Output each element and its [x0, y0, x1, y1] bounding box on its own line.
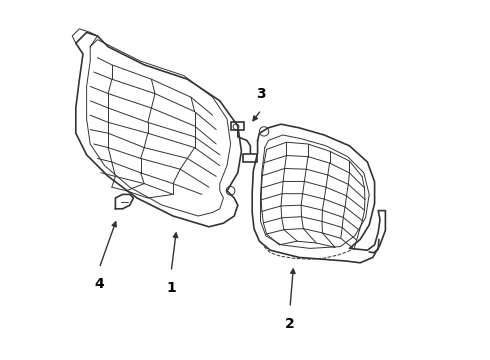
Text: 1: 1 — [166, 281, 176, 295]
Text: 4: 4 — [95, 278, 104, 291]
Text: 3: 3 — [256, 87, 266, 100]
Text: 2: 2 — [285, 317, 295, 331]
